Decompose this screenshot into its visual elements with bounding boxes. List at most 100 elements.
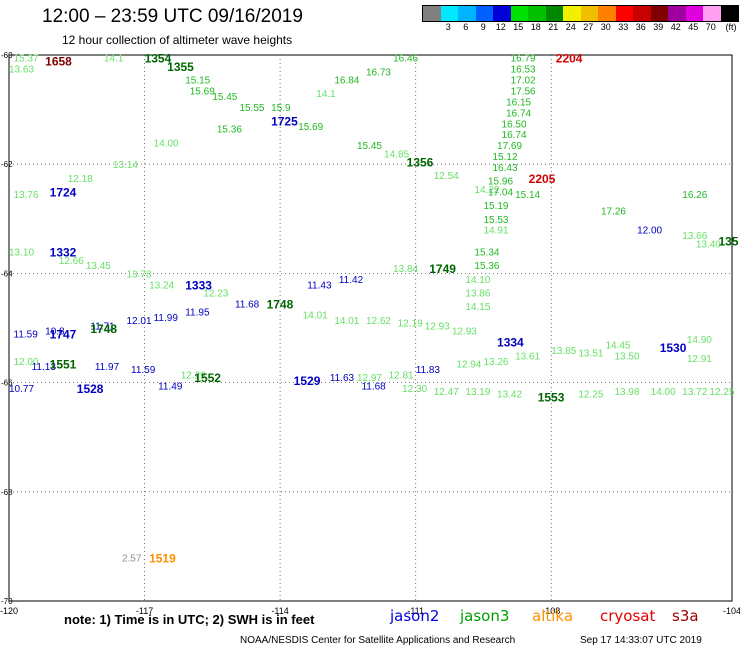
swh-value-label: 13.24 <box>149 280 174 291</box>
legend-tick-label: 39 <box>653 22 664 32</box>
legend-tick-label: 42 <box>670 22 681 32</box>
legend-unit: (ft) <box>725 22 737 32</box>
mission-label-jason3: jason3 <box>460 607 510 625</box>
swh-value-label: 11.99 <box>154 313 179 324</box>
swh-value-label: 14.85 <box>384 149 409 160</box>
swh-value-label: 13.66 <box>682 231 707 242</box>
swh-value-label: 14.22 <box>474 185 499 196</box>
legend-tick-label: 15 <box>513 22 524 32</box>
legend-swatch <box>720 6 738 21</box>
legend-swatch <box>545 6 563 21</box>
pass-time-label: 2204 <box>556 52 583 66</box>
y-tick-label: -66 <box>1 379 13 388</box>
mission-label-altika: altika <box>532 607 574 625</box>
swh-value-label: 11.43 <box>307 280 332 291</box>
legend-tick-label: 45 <box>688 22 699 32</box>
swh-value-label: 13.42 <box>497 390 522 401</box>
pass-time-label: 1530 <box>660 341 687 355</box>
color-scale-legend <box>422 5 739 22</box>
pass-time-label: 1519 <box>149 551 176 565</box>
swh-value-label: 15.55 <box>239 103 264 114</box>
swh-value-label: 2.57 <box>122 553 142 564</box>
legend-tick-label: 9 <box>480 22 486 32</box>
legend-tick-label: 33 <box>618 22 629 32</box>
swh-value-label: 15.12 <box>493 152 518 163</box>
swh-value-label: 15.34 <box>474 248 499 259</box>
legend-swatch <box>563 6 581 21</box>
page-subtitle: 12 hour collection of altimeter wave hei… <box>62 33 293 47</box>
legend-tick-label: 27 <box>583 22 594 32</box>
swh-value-label: 13.78 <box>126 269 151 280</box>
pass-time-label: 1724 <box>50 186 77 200</box>
swh-value-label: 13.45 <box>86 261 111 272</box>
swh-value-label: 17.69 <box>497 141 522 152</box>
color-scale-labels: 3 6 9 12 15 18 21 24 27 30 33 36 39 42 45 70 (ft) <box>422 22 737 34</box>
x-tick-label: -104 <box>723 606 740 616</box>
legend-swatch <box>528 6 546 21</box>
y-tick-label: -60 <box>1 51 13 60</box>
swh-value-label: 13.10 <box>9 248 34 259</box>
swh-value-label: 11.83 <box>416 365 441 376</box>
swh-value-label: 16.46 <box>393 54 418 65</box>
swh-value-label: 13.26 <box>483 357 508 368</box>
swh-value-label: 13.50 <box>615 351 640 362</box>
swh-value-label: 10.77 <box>9 384 34 395</box>
x-tick-label: -108 <box>542 606 560 616</box>
swh-value-label: 17.04 <box>488 188 513 199</box>
swh-value-label: 11.68 <box>361 381 386 392</box>
footer-note: note: 1) Time is in UTC; 2) SWH is in fe… <box>64 612 315 627</box>
swh-value-label: 11.59 <box>131 365 156 376</box>
legend-swatch <box>458 6 476 21</box>
x-tick-label: -111 <box>407 606 424 616</box>
swh-value-label: 17.26 <box>601 207 626 218</box>
swh-value-label: 12.66 <box>59 256 84 267</box>
swh-value-label: 16.74 <box>506 108 531 119</box>
swh-value-label: 15.69 <box>190 86 215 97</box>
swh-value-label: 12.97 <box>357 373 382 384</box>
pass-time-label: 1748 <box>90 322 117 336</box>
swh-value-label: 13.63 <box>9 65 34 76</box>
swh-value-label: 14.00 <box>154 138 179 149</box>
legend-swatch <box>668 6 686 21</box>
pass-time-label: 1749 <box>429 262 456 276</box>
swh-value-label: 13.76 <box>14 190 39 201</box>
pass-time-label: 1334 <box>497 336 524 350</box>
swh-value-label: 12.93 <box>452 327 477 338</box>
swh-value-label: 12.47 <box>434 387 459 398</box>
legend-swatch <box>580 6 598 21</box>
swh-value-label: 11.59 <box>14 329 39 340</box>
swh-value-label: 15.19 <box>483 201 508 212</box>
swh-value-label: 11.42 <box>339 275 364 286</box>
pass-time-label: 1725 <box>271 115 298 129</box>
swh-value-label: 12.54 <box>434 171 459 182</box>
swh-value-label: 13.72 <box>682 387 707 398</box>
swh-value-label: 11.49 <box>158 381 183 392</box>
swh-value-label: 14.10 <box>465 275 490 286</box>
swh-value-label: 13.86 <box>465 289 490 300</box>
legend-swatch <box>598 6 616 21</box>
swh-value-label: 16.15 <box>506 97 531 108</box>
swh-value-label: 12.23 <box>203 289 228 300</box>
y-tick-label: -70 <box>1 597 13 606</box>
swh-value-label: 15.36 <box>217 125 242 136</box>
legend-tick-label: 18 <box>530 22 541 32</box>
swh-value-label: 12.19 <box>398 319 423 330</box>
legend-swatch <box>633 6 651 21</box>
mission-label-s3a: s3a <box>672 607 699 625</box>
swh-value-label: 16.79 <box>511 54 536 65</box>
swh-value-label: 14.90 <box>687 335 712 346</box>
y-tick-label: -68 <box>1 488 13 497</box>
swh-value-label: 11.71 <box>90 321 115 332</box>
swh-value-label: 15.14 <box>515 190 540 201</box>
swh-value-label: 16.84 <box>334 76 359 87</box>
swh-value-label: 10.8 <box>45 327 65 338</box>
swh-value-label: 15.69 <box>298 122 323 133</box>
footer-timestamp: Sep 17 14:33:07 UTC 2019 <box>580 635 702 646</box>
pass-time-label: 1552 <box>194 371 221 385</box>
swh-value-label: 13.14 <box>113 160 138 171</box>
swh-value-label: 16.73 <box>366 67 391 78</box>
swh-value-label: 13.85 <box>551 346 576 357</box>
swh-value-label: 14.91 <box>483 226 508 237</box>
swh-value-label: 13.51 <box>578 349 603 360</box>
swh-value-label: 13.19 <box>465 387 490 398</box>
